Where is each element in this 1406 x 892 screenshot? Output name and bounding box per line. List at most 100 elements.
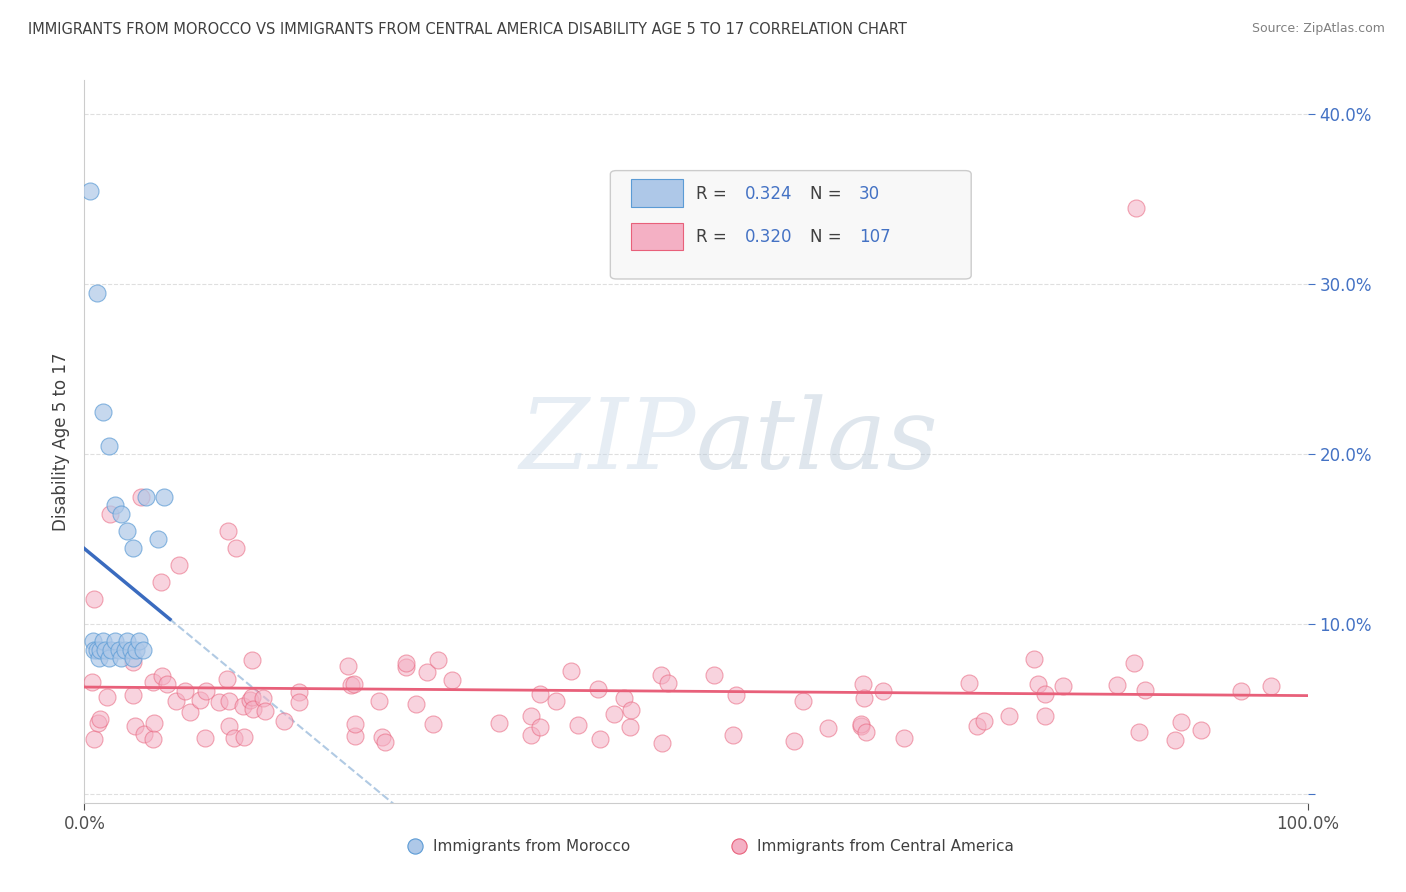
Point [122,541,145,555]
Point [114,642,136,657]
Point [100,642,122,657]
Point [135,490,157,504]
Point [520,728,543,742]
Point [852,677,875,691]
Point [97,651,120,665]
Point [132,642,155,657]
Point [650,667,672,681]
Point [96,690,118,704]
Point [273,714,295,728]
Point [83,642,105,657]
Point [83,591,105,606]
Point [179,705,201,719]
FancyBboxPatch shape [631,179,682,207]
Point [427,653,450,667]
Text: Immigrants from Morocco: Immigrants from Morocco [433,838,630,854]
Point [619,720,641,734]
Text: N =: N = [810,185,846,202]
Point [998,708,1021,723]
Point [232,699,254,714]
Point [142,675,165,690]
Point [1164,732,1187,747]
Point [1052,679,1074,693]
Point [1170,714,1192,729]
Point [194,731,217,746]
Point [613,691,636,706]
Point [783,734,806,748]
Point [173,684,195,698]
Point [966,718,988,732]
Point [115,634,138,648]
Point [657,675,679,690]
Point [371,730,394,744]
Point [120,642,142,657]
Point [194,684,217,698]
Text: R =: R = [696,185,733,202]
Point [1135,683,1157,698]
Text: N =: N = [810,228,846,246]
Point [851,716,873,731]
Point [217,524,239,538]
Point [651,736,673,750]
Point [589,732,612,747]
Point [122,688,145,702]
Point [122,656,145,670]
Point [104,634,127,648]
Point [1024,652,1046,666]
Point [122,651,145,665]
Point [82,674,104,689]
Point [703,668,725,682]
Point [240,653,263,667]
Point [146,533,169,547]
Point [143,715,166,730]
Point [208,695,231,709]
Point [89,642,111,657]
Point [817,722,839,736]
Point [239,693,262,707]
Point [188,693,211,707]
Point [368,694,391,708]
Point [1260,679,1282,693]
Point [519,708,541,723]
Point [620,702,643,716]
Point [567,718,589,732]
Point [97,439,120,453]
Point [724,688,747,702]
Point [107,642,129,657]
Point [1189,723,1212,737]
Text: atlas: atlas [696,394,939,489]
Point [91,405,114,419]
Point [215,672,238,686]
Point [1229,684,1251,698]
Point [853,690,876,705]
Point [134,726,156,740]
Point [440,673,463,687]
Point [1128,725,1150,739]
Point [488,716,510,731]
Point [79,184,101,198]
Point [225,541,247,555]
Point [115,524,138,538]
Point [288,695,311,709]
Point [792,694,814,708]
Point [218,719,240,733]
Point [110,651,132,665]
Point [94,642,117,657]
Point [416,665,439,680]
Point [529,687,551,701]
Point [87,651,110,665]
Point [893,731,915,746]
Point [89,712,111,726]
Point [87,716,110,731]
Point [1123,656,1146,670]
Text: 107: 107 [859,228,890,246]
Point [218,693,240,707]
Point [957,676,980,690]
Point [82,634,104,648]
Y-axis label: Disability Age 5 to 17: Disability Age 5 to 17 [52,352,70,531]
Point [149,574,172,589]
Text: 30: 30 [859,185,880,202]
Point [395,656,418,670]
Point [150,669,173,683]
Point [849,718,872,732]
